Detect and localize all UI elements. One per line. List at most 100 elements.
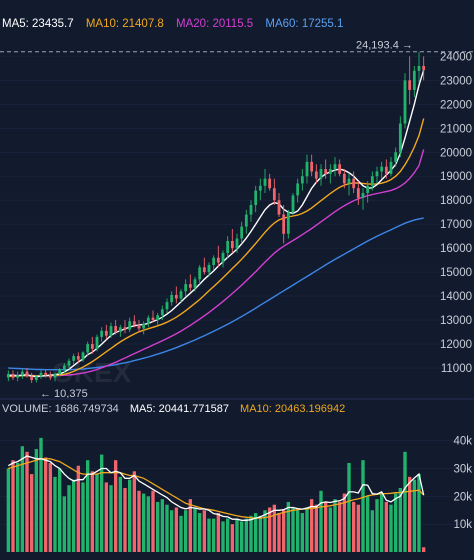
ma20-legend: MA20: 20115.5 (176, 18, 254, 30)
volume-bar (328, 507, 333, 552)
volume-ma10-legend: MA10: 20463.196942 (240, 403, 346, 415)
candle-body (398, 123, 402, 153)
volume-bar (43, 457, 48, 552)
price-tick-label: 18000 (440, 195, 472, 207)
candle-body (296, 183, 300, 196)
candle (20, 369, 24, 379)
ma5-legend: MA5: 23435.7 (2, 18, 74, 30)
candle-body (380, 166, 384, 172)
volume-bar (113, 460, 118, 552)
candle-body (314, 171, 318, 179)
volume-bar (90, 471, 95, 552)
candle-body (282, 214, 286, 234)
candles (6, 51, 426, 384)
volume-bar (160, 499, 165, 552)
candle-body (16, 375, 20, 378)
candle (72, 353, 76, 365)
volume-bar (141, 493, 146, 552)
candle-body (230, 240, 234, 249)
candle (422, 56, 426, 81)
candle-body (114, 326, 118, 333)
volume-bar (151, 490, 155, 552)
candle-body (212, 257, 216, 265)
volume-bar (375, 499, 379, 552)
high-price-label: 24,193.4 → (356, 40, 413, 52)
candle (114, 320, 118, 335)
volume-bar (379, 493, 384, 552)
candle (244, 209, 248, 234)
low-price-label: ← 10,375 (40, 388, 88, 400)
candle-body (268, 178, 272, 189)
volume-bar (11, 460, 15, 552)
candle-body (324, 169, 328, 174)
volume-bar (398, 488, 403, 552)
candle-body (146, 317, 150, 324)
candle (90, 336, 94, 354)
volume-bar (183, 510, 188, 552)
volume-bar (384, 501, 389, 552)
candle-body (118, 327, 122, 333)
candle (62, 363, 66, 373)
candle-body (25, 371, 29, 377)
candle-body (384, 166, 388, 174)
candle-body (44, 372, 48, 376)
candle-body (184, 284, 188, 292)
price-tick-label: 16000 (440, 243, 472, 255)
volume-bar (39, 437, 43, 552)
volume-bar (286, 501, 291, 552)
candle-body (132, 321, 136, 325)
candle-body (389, 161, 393, 174)
candle-body (128, 321, 132, 330)
volume-bar (211, 518, 216, 552)
volume-bar (365, 496, 370, 552)
price-axis: 24000 23000 22000 21000 20000 19000 18000 17000… (440, 51, 472, 375)
volume-bar (356, 504, 361, 552)
candle-body (198, 267, 202, 280)
candle (53, 372, 57, 382)
volume-bar (347, 462, 351, 552)
candle-body (81, 352, 85, 360)
volume-bar (137, 490, 141, 552)
candle (361, 188, 365, 210)
candle (44, 369, 48, 378)
candle (30, 372, 34, 384)
candle (272, 178, 276, 206)
volume-bar (67, 485, 71, 552)
candle (48, 371, 52, 381)
price-tick-label: 20000 (440, 147, 472, 159)
candle (146, 315, 150, 328)
candle (58, 368, 62, 377)
volume-bar (197, 513, 202, 552)
candle-body (417, 65, 421, 71)
candle (412, 65, 416, 98)
volume-ma5-legend: MA5: 20441.771587 (129, 403, 229, 415)
price-tick-label: 14000 (440, 291, 472, 303)
candle-body (76, 356, 80, 360)
price-tick-label: 12000 (440, 339, 472, 351)
candle-body (408, 80, 412, 90)
candle-body (53, 374, 57, 378)
candle (240, 221, 244, 244)
candle (123, 320, 127, 334)
volume-value: VOLUME: 1686.749734 (2, 403, 119, 415)
candle (128, 317, 132, 333)
volume-bar (221, 521, 225, 552)
candle-body (375, 171, 379, 177)
panel-divider (0, 398, 474, 400)
candle (76, 352, 80, 364)
volume-bar (407, 476, 412, 552)
volume-bar (230, 524, 235, 552)
candle (338, 159, 342, 177)
volume-bar (291, 507, 295, 552)
candle-body (291, 195, 295, 213)
volume-bar (29, 474, 34, 552)
candle (34, 375, 38, 383)
candle (25, 368, 29, 378)
candle (254, 185, 258, 213)
candle (198, 264, 202, 285)
volume-tick-label: 40k (453, 436, 472, 448)
candle-body (356, 188, 360, 198)
candle (104, 324, 108, 340)
